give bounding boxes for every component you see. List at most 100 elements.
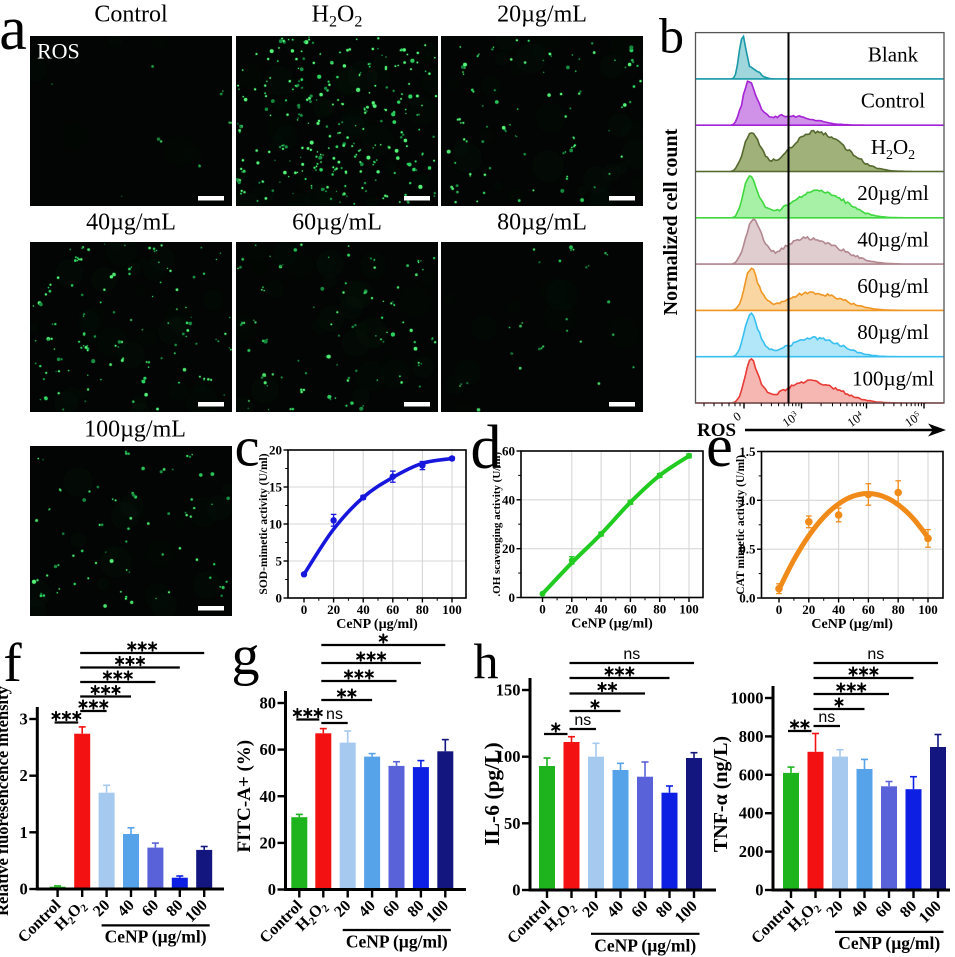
svg-text:ns: ns xyxy=(818,709,835,726)
svg-text:100: 100 xyxy=(442,602,462,617)
svg-text:H2O2: H2O2 xyxy=(871,135,915,163)
svg-text:104: 104 xyxy=(845,409,867,430)
svg-text:60: 60 xyxy=(386,602,399,617)
svg-text:40: 40 xyxy=(356,897,379,920)
svg-text:60: 60 xyxy=(139,897,162,920)
svg-text:3: 3 xyxy=(20,710,28,729)
svg-text:0: 0 xyxy=(276,591,283,606)
svg-text:1: 1 xyxy=(20,823,28,842)
svg-text:100: 100 xyxy=(918,602,938,617)
svg-text:CeNP (µg/ml): CeNP (µg/ml) xyxy=(838,933,940,953)
svg-text:60: 60 xyxy=(380,897,403,920)
svg-text:Control: Control xyxy=(94,2,168,28)
svg-text:80µg/mL: 80µg/mL xyxy=(497,210,587,236)
svg-text:100: 100 xyxy=(672,898,701,927)
svg-text:CeNP (µg/ml): CeNP (µg/ml) xyxy=(346,932,448,952)
svg-text:103: 103 xyxy=(780,409,802,430)
svg-text:105: 105 xyxy=(902,409,924,430)
svg-text:c: c xyxy=(235,417,260,479)
svg-text:Normalized cell count: Normalized cell count xyxy=(660,128,682,315)
svg-text:0: 0 xyxy=(20,880,28,899)
svg-text:80: 80 xyxy=(653,898,676,921)
svg-text:40: 40 xyxy=(848,898,871,921)
svg-text:100: 100 xyxy=(182,897,211,926)
svg-text:80: 80 xyxy=(653,602,666,617)
svg-text:20: 20 xyxy=(260,833,277,852)
svg-text:20: 20 xyxy=(331,897,354,920)
svg-text:100µg/ml: 100µg/ml xyxy=(852,366,934,390)
svg-text:10: 10 xyxy=(269,517,282,532)
svg-text:ns: ns xyxy=(623,646,640,663)
svg-text:CeNP (µg/ml): CeNP (µg/ml) xyxy=(336,617,418,632)
svg-text:5: 5 xyxy=(276,554,283,569)
svg-text:20: 20 xyxy=(579,898,602,921)
svg-text:0: 0 xyxy=(539,602,546,617)
svg-text:SOD-mimetic activity (U/ml): SOD-mimetic activity (U/ml) xyxy=(258,453,270,594)
svg-text:IL-6 (pg/L): IL-6 (pg/L) xyxy=(480,742,504,845)
svg-text:Blank: Blank xyxy=(868,42,919,66)
svg-text:40: 40 xyxy=(357,602,370,617)
svg-text:80: 80 xyxy=(260,694,277,713)
svg-text:100: 100 xyxy=(679,602,699,617)
svg-text:20: 20 xyxy=(269,443,282,458)
svg-text:60: 60 xyxy=(628,898,651,921)
svg-text:a: a xyxy=(0,0,27,63)
svg-text:TNF-α (ng/L): TNF-α (ng/L) xyxy=(710,736,732,852)
svg-text:40: 40 xyxy=(832,602,845,617)
svg-text:80: 80 xyxy=(897,898,920,921)
svg-text:60µg/mL: 60µg/mL xyxy=(292,210,382,236)
svg-text:b: b xyxy=(659,8,684,64)
svg-text:50: 50 xyxy=(504,814,521,833)
svg-text:ns: ns xyxy=(867,646,884,663)
svg-text:80µg/ml: 80µg/ml xyxy=(857,320,929,344)
svg-text:0: 0 xyxy=(512,881,520,900)
svg-text:CAT mimetic activity (U/ml): CAT mimetic activity (U/ml) xyxy=(735,455,747,595)
svg-text:e: e xyxy=(706,413,733,479)
svg-text:60: 60 xyxy=(862,602,875,617)
svg-text:ns: ns xyxy=(326,706,343,723)
svg-text:80: 80 xyxy=(404,897,427,920)
svg-text:CeNP (µg/ml): CeNP (µg/ml) xyxy=(105,927,207,947)
svg-text:20: 20 xyxy=(565,602,578,617)
svg-text:100µg/mL: 100µg/mL xyxy=(84,417,186,443)
svg-text:0: 0 xyxy=(509,590,516,605)
svg-text:40: 40 xyxy=(502,492,515,507)
svg-text:0.5: 0.5 xyxy=(739,542,756,557)
svg-text:20µg/ml: 20µg/ml xyxy=(857,181,929,205)
svg-text:ns: ns xyxy=(574,712,591,729)
svg-text:100: 100 xyxy=(423,897,452,926)
svg-text:100: 100 xyxy=(916,898,945,927)
svg-text:20: 20 xyxy=(327,602,340,617)
svg-text:80: 80 xyxy=(416,602,429,617)
svg-text:400: 400 xyxy=(739,804,764,823)
svg-text:15: 15 xyxy=(269,480,283,495)
svg-text:CeNP (µg/ml): CeNP (µg/ml) xyxy=(571,617,653,632)
svg-text:0: 0 xyxy=(268,880,276,899)
svg-text:0: 0 xyxy=(755,881,763,900)
svg-text:20: 20 xyxy=(90,897,113,920)
svg-text:20: 20 xyxy=(823,898,846,921)
svg-text:CeNP (µg/ml): CeNP (µg/ml) xyxy=(811,617,893,632)
svg-text:2: 2 xyxy=(20,766,28,785)
svg-text:80: 80 xyxy=(163,897,186,920)
svg-text:40: 40 xyxy=(604,898,627,921)
svg-text:40: 40 xyxy=(595,602,608,617)
svg-text:150: 150 xyxy=(496,681,521,700)
svg-text:.OH scavenging activity (U/ml): .OH scavenging activity (U/ml) xyxy=(491,451,503,596)
svg-text:60µg/ml: 60µg/ml xyxy=(857,274,929,298)
svg-text:FITC-A+ (%): FITC-A+ (%) xyxy=(234,740,255,853)
svg-text:60: 60 xyxy=(260,740,277,759)
svg-text:20µg/mL: 20µg/mL xyxy=(497,2,587,28)
svg-text:60: 60 xyxy=(624,602,637,617)
svg-text:f: f xyxy=(3,632,22,693)
svg-text:ROS: ROS xyxy=(37,39,80,64)
svg-text:Control: Control xyxy=(861,89,925,113)
svg-text:d: d xyxy=(471,414,502,482)
svg-text:40µg/mL: 40µg/mL xyxy=(86,210,176,236)
svg-text:100: 100 xyxy=(496,747,521,766)
svg-text:40: 40 xyxy=(260,787,277,806)
svg-text:0: 0 xyxy=(776,602,783,617)
svg-text:Relative fluoresencence intens: Relative fluoresencence intensity xyxy=(0,685,12,915)
svg-text:40: 40 xyxy=(114,897,137,920)
svg-text:60: 60 xyxy=(502,444,515,459)
